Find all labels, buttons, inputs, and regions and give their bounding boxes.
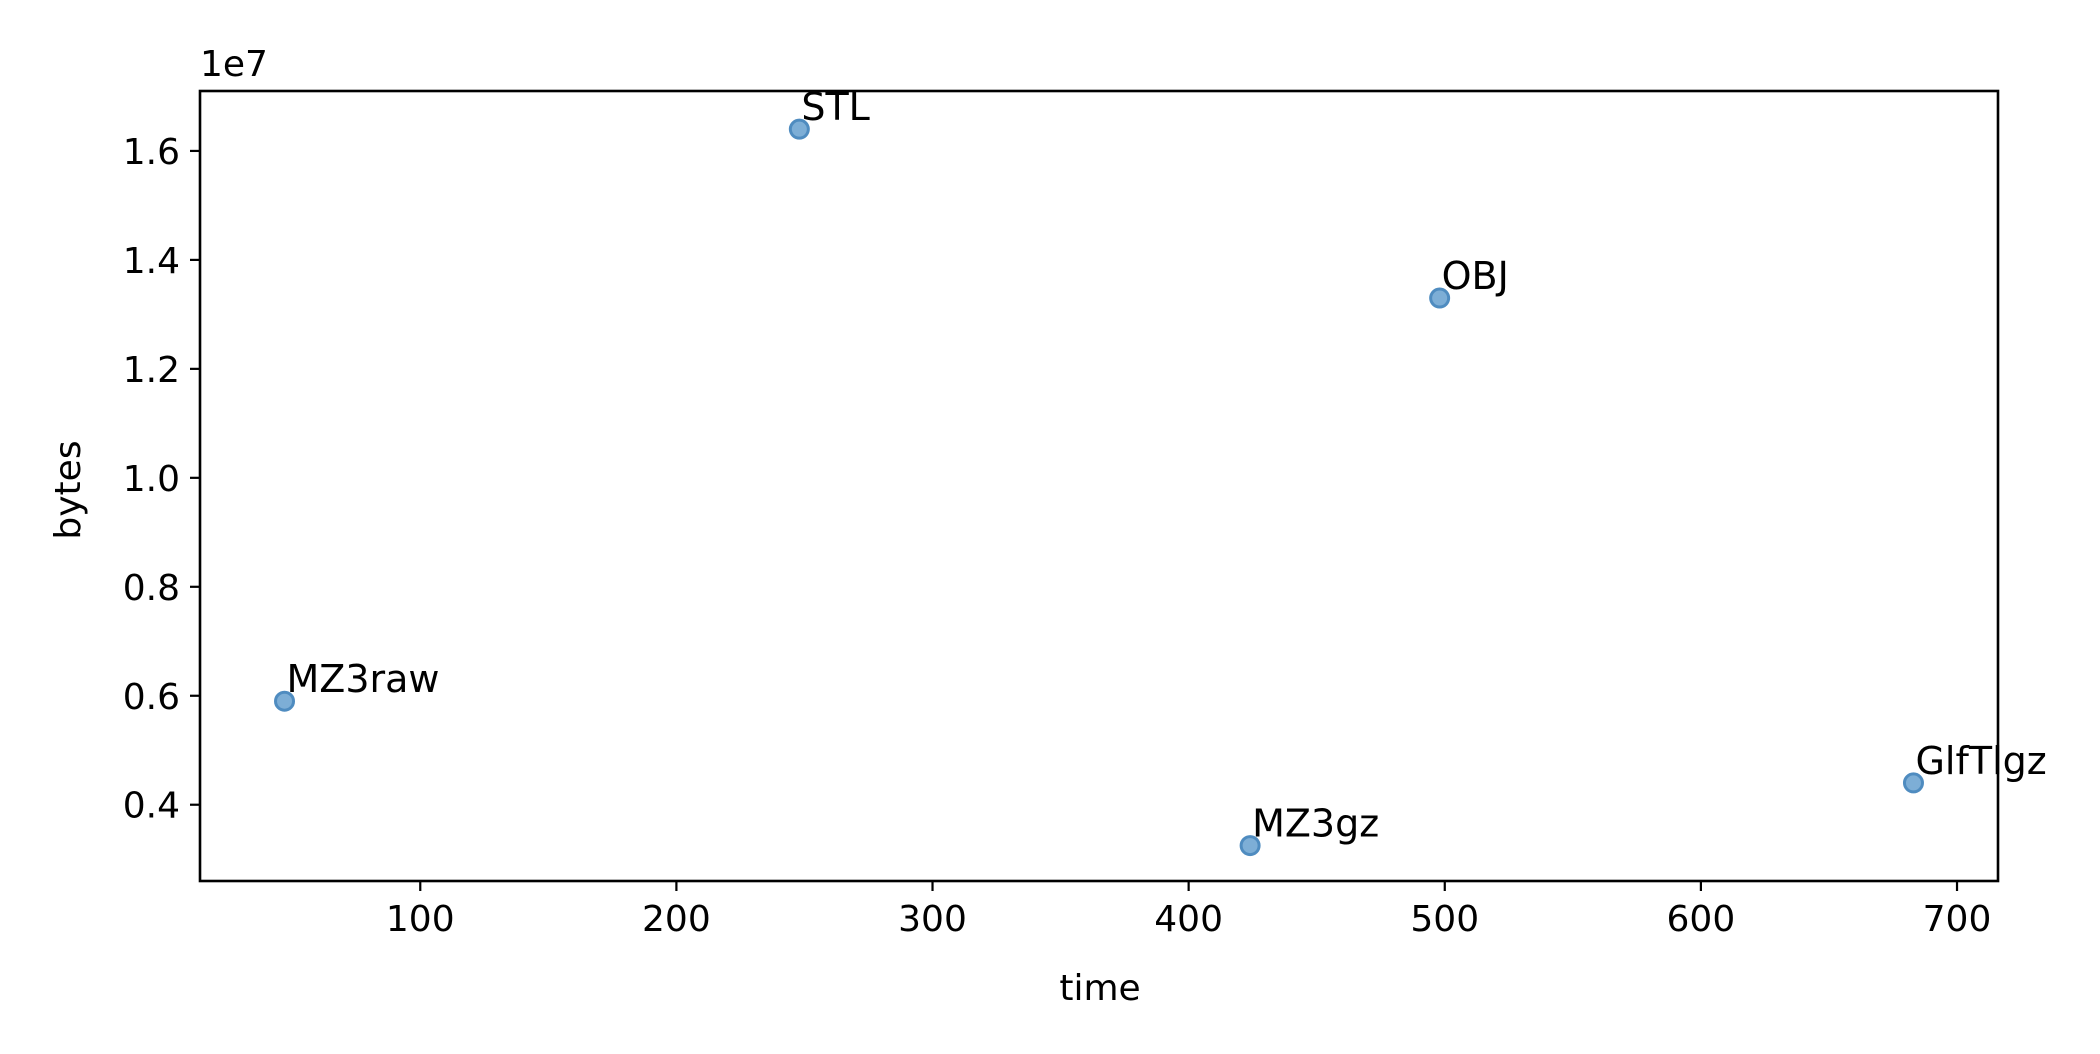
x-tick-label: 200 — [642, 899, 711, 940]
x-tick-label: 300 — [898, 899, 967, 940]
y-tick-label: 0.4 — [123, 786, 180, 827]
y-tick-label: 1.6 — [123, 132, 180, 173]
y-tick-label: 0.6 — [123, 677, 180, 718]
data-point — [1239, 835, 1261, 857]
point-label: GlfTlgz — [1915, 739, 2046, 783]
point-label: MZ3gz — [1252, 802, 1379, 846]
point-label: MZ3raw — [287, 657, 440, 701]
data-point — [1429, 287, 1451, 309]
y-tick-label: 1.0 — [123, 459, 180, 500]
point-label: STL — [801, 85, 870, 129]
plot-frame — [198, 89, 2000, 883]
plot-area: 100 200 300 400 500 600 700 0.4 0.6 0.8 1.0 1.2 1.4 1… — [123, 85, 2047, 940]
x-tick-label: 100 — [386, 899, 455, 940]
x-tick-label: 700 — [1923, 899, 1992, 940]
data-point — [1902, 772, 1924, 794]
data-point — [274, 690, 296, 712]
y-tick-label: 1.4 — [123, 241, 180, 282]
y-tick-label: 0.8 — [123, 568, 180, 609]
x-axis-title: time — [1059, 968, 1140, 1009]
x-tick-label: 600 — [1667, 899, 1736, 940]
y-tick-label: 1.2 — [123, 350, 180, 391]
data-point — [788, 118, 810, 140]
y-axis-offset-label: 1e7 — [200, 44, 268, 85]
x-tick-label: 500 — [1410, 899, 1479, 940]
point-label: OBJ — [1442, 254, 1509, 298]
x-tick-label: 400 — [1154, 899, 1223, 940]
y-axis-title: bytes — [48, 440, 89, 539]
